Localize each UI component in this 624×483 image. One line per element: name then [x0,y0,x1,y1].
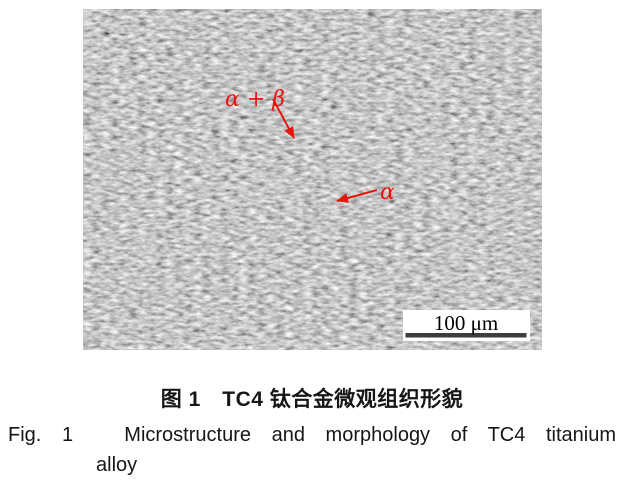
scale-bar-label: 100 μm [434,311,498,335]
caption-english-line2: alloy [96,454,138,476]
micrograph-image: α + β α 100 μm [83,9,542,350]
annotation-alpha-beta-label: α + β [225,87,285,112]
annotation-alpha-arrow [336,189,378,203]
annotation-alpha-beta-arrow [272,98,295,139]
caption-fig-label: Fig. 1 [8,424,74,446]
caption-chinese: 图 1 TC4 钛合金微观组织形貌 [160,388,464,411]
caption-english-text: Microstructure and morphology of TC4 tit… [124,424,616,446]
annotation-alpha-label: α [380,180,395,205]
micrograph-texture [83,9,542,350]
caption-english-line1: Fig. 1 Microstructure and morphology of … [8,424,616,447]
scale-bar-line [405,333,527,338]
scale-bar: 100 μm [403,310,530,341]
caption-gap-spacer [94,440,104,441]
